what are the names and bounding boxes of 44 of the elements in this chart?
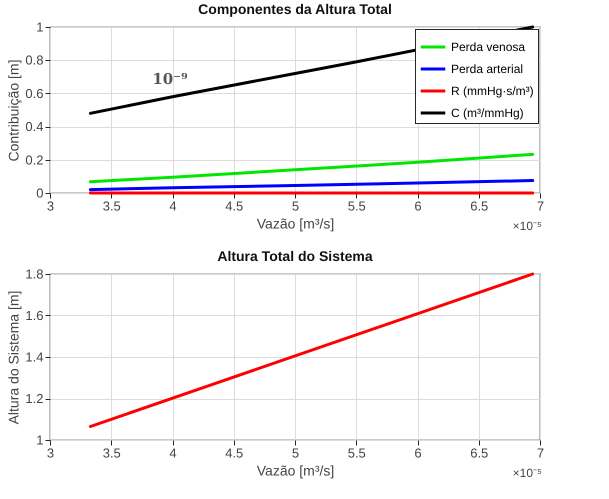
text: ×10⁻⁵ <box>512 466 542 480</box>
x-tick-label: 4 <box>169 446 177 460</box>
y-tick-label: 1.4 <box>25 350 44 364</box>
y-tick-label: 1.8 <box>25 266 44 282</box>
x-tick-label: 7 <box>536 446 544 460</box>
legend-label: Perda venosa <box>451 40 526 54</box>
x-axis-title: Vazão [m³/s] <box>256 462 334 478</box>
x-tick-label: 5.5 <box>348 198 366 214</box>
line-series <box>88 179 534 192</box>
x-tick-label: 4 <box>169 198 177 214</box>
x-tick-label: 3.5 <box>102 446 121 460</box>
y-tick-label: 0.6 <box>25 86 44 101</box>
legend-label: R (mmHg·s/m³) <box>451 84 534 98</box>
x-tick-label: 6.5 <box>470 446 488 460</box>
legend-label: C (m³/mmHg) <box>451 106 524 120</box>
annotation: 10⁻⁹ <box>152 70 188 88</box>
x-tick-label: 5.5 <box>348 446 366 460</box>
x-tick-label: 6 <box>414 198 422 214</box>
x-tick-label: 6 <box>414 446 422 460</box>
x-tick-label: 3 <box>46 198 54 214</box>
x-tick-label: 6.5 <box>470 198 488 214</box>
chart-title: Altura Total do Sistema <box>217 248 373 264</box>
y-axis-title: Contribuição [m] <box>5 60 22 162</box>
legend-label: Perda arterial <box>451 62 524 76</box>
line-series <box>88 152 534 184</box>
y-tick-label: 1 <box>36 20 44 34</box>
x-tick-label: 4.5 <box>225 446 244 460</box>
x-axis-title: Vazão [m³/s] <box>256 216 334 232</box>
y-tick-label: 0 <box>36 186 44 200</box>
x-tick-label: 4.5 <box>225 198 244 214</box>
x-tick-label: 3 <box>46 446 54 460</box>
y-tick-label: 0.4 <box>25 119 44 134</box>
y-tick-label: 1 <box>36 432 44 448</box>
y-tick-label: 1.2 <box>25 391 44 406</box>
x-tick-label: 7 <box>536 198 544 214</box>
y-tick-label: 0.8 <box>25 52 44 68</box>
x-tick-label: 5 <box>292 198 300 214</box>
y-tick-label: 1.6 <box>25 308 44 323</box>
x-tick-label: 5 <box>292 446 300 460</box>
y-axis-title: Altura do Sistema [m] <box>5 290 22 424</box>
y-tick-label: 0.2 <box>25 152 44 168</box>
chart-title: Componentes da Altura Total <box>198 1 392 17</box>
text: ×10⁻⁵ <box>512 219 542 233</box>
x-tick-label: 3.5 <box>102 198 121 214</box>
